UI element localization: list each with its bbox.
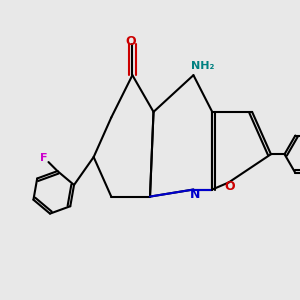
Text: O: O (225, 181, 236, 194)
Text: NH₂: NH₂ (191, 61, 214, 71)
Text: O: O (126, 34, 136, 48)
Text: N: N (190, 188, 200, 200)
Text: F: F (40, 153, 48, 163)
